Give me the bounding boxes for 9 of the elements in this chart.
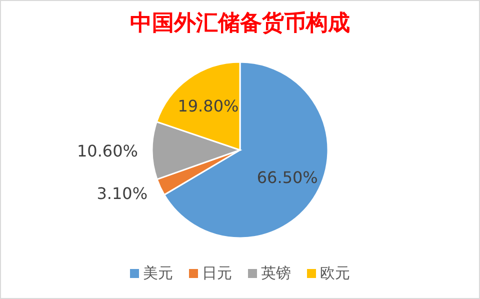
legend-label: 欧元 — [320, 264, 350, 282]
chart-title: 中国外汇储备货币构成 — [130, 11, 350, 36]
legend-label: 日元 — [202, 264, 232, 282]
data-label: 10.60% — [76, 142, 138, 161]
legend-label: 英镑 — [261, 264, 291, 282]
data-label: 19.80% — [178, 96, 239, 116]
data-label: 66.50% — [256, 168, 318, 188]
data-label: 3.10% — [96, 184, 148, 204]
legend-label: 美元 — [143, 264, 173, 282]
